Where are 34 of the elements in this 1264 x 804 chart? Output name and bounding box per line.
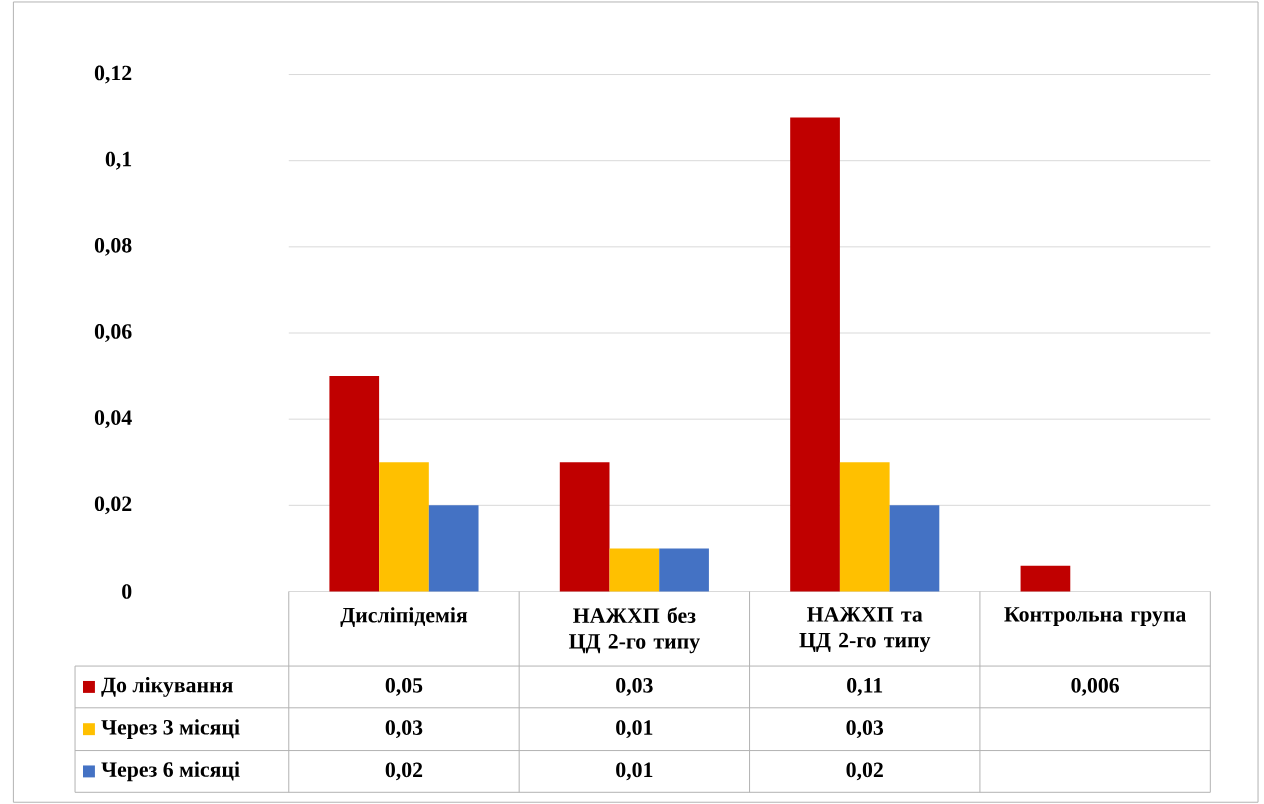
legend-label: Через 3 місяці xyxy=(101,719,240,739)
data-label: 0,05 xyxy=(385,677,423,696)
y-tick-label: 0,12 xyxy=(94,65,132,84)
data-label: 0,006 xyxy=(1071,677,1119,696)
bar xyxy=(559,462,610,592)
x-tick-label: НАЖХП та ЦД 2-го типу xyxy=(799,607,931,652)
y-tick-label: 0,06 xyxy=(94,323,132,342)
bar xyxy=(659,548,709,592)
x-tick-label: НАЖХП без ЦД 2-го типу xyxy=(568,607,700,654)
data-label: 0,03 xyxy=(846,720,884,738)
legend-label: До лікування xyxy=(101,676,233,697)
data-label: 0,03 xyxy=(616,677,653,696)
data-label: 0,11 xyxy=(847,677,883,696)
data-label: 0,01 xyxy=(616,720,653,738)
y-tick-label: 0,08 xyxy=(94,237,132,256)
data-label: 0,02 xyxy=(846,762,883,781)
bar xyxy=(1020,565,1071,592)
bar xyxy=(889,505,940,592)
data-label: 0,03 xyxy=(385,720,423,738)
bar xyxy=(609,548,660,592)
y-tick-label: 0 xyxy=(122,584,132,599)
data-label: 0,01 xyxy=(616,762,653,781)
bar xyxy=(329,375,380,592)
x-tick-label: Контрольна група xyxy=(1004,607,1186,627)
y-tick-label: 0,1 xyxy=(105,151,132,170)
bar xyxy=(790,117,840,592)
data-label: 0,02 xyxy=(385,762,423,781)
y-tick-label: 0,02 xyxy=(94,496,132,515)
legend-label: Через 6 місяці xyxy=(101,761,240,782)
y-tick-label: 0,04 xyxy=(94,410,132,428)
bar xyxy=(839,462,890,592)
bar xyxy=(379,462,429,592)
bar xyxy=(428,505,479,592)
x-tick-label: Дисліпідемія xyxy=(340,607,468,627)
